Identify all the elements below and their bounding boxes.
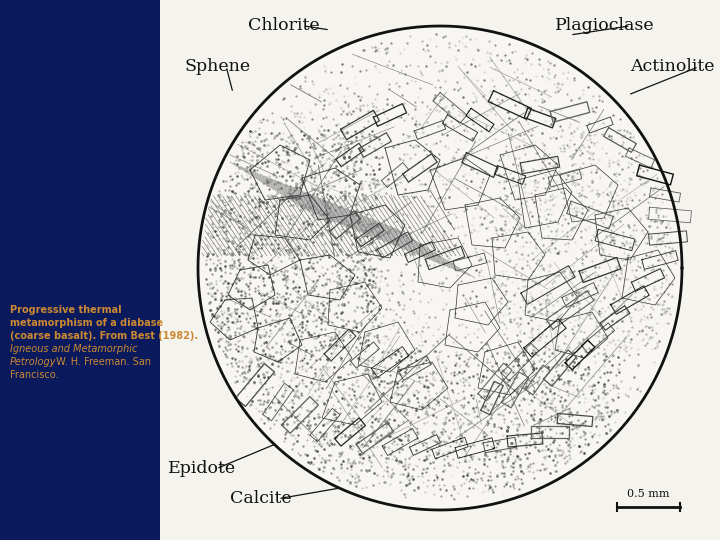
Text: Francisco.: Francisco.	[10, 370, 58, 380]
Text: Progressive thermal: Progressive thermal	[10, 305, 122, 315]
Text: 0.5 mm: 0.5 mm	[627, 489, 670, 499]
Text: Epidote: Epidote	[168, 460, 236, 477]
Text: metamorphism of a diabase: metamorphism of a diabase	[10, 318, 163, 328]
Text: Actinolite: Actinolite	[630, 58, 714, 75]
Text: Calcite: Calcite	[230, 490, 292, 507]
Text: Plagioclase: Plagioclase	[555, 17, 654, 34]
Text: Chlorite: Chlorite	[248, 17, 320, 34]
Polygon shape	[198, 26, 682, 510]
Bar	[160, 0, 720, 540]
Text: (coarse basalt). From Best (1982).: (coarse basalt). From Best (1982).	[10, 331, 198, 341]
Text: Sphene: Sphene	[185, 58, 251, 75]
Text: Igneous and Metamorphic: Igneous and Metamorphic	[10, 344, 138, 354]
Text: . W. H. Freeman. San: . W. H. Freeman. San	[50, 357, 151, 367]
Text: Petrology: Petrology	[10, 357, 56, 367]
